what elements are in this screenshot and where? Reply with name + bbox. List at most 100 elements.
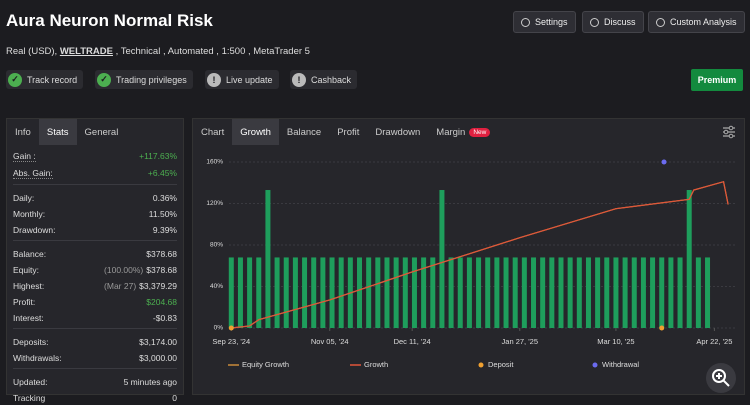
stat-label: Balance: [13,249,47,259]
badge-label: Track record [27,74,78,85]
tab[interactable]: Drawdown [375,126,421,138]
stat-note: (Mar 27) [104,281,137,291]
stat-number: 5 minutes ago [123,377,177,387]
separator [13,328,177,329]
bar [237,257,243,328]
badge: ✓ Trading privileges [95,70,193,89]
separator [13,240,177,241]
bar [311,257,317,328]
broker-link[interactable]: WELTRADE [59,46,113,57]
tab[interactable]: General [84,126,119,138]
bar [457,257,463,328]
stat-number: 0 [172,393,177,403]
stat-value: $3,000.00 [139,353,177,363]
title: Aura Neuron Normal Risk [6,11,213,30]
stat-value: $204.68 [146,297,177,307]
custom-analysis-button[interactable]: Custom Analysis [648,11,745,33]
bar [585,257,591,328]
bar [567,257,573,328]
settings-button[interactable]: Settings [513,11,576,33]
zoom-button[interactable] [706,363,736,393]
chart: 0% 40% 80% 120% 160% Sep 23, '24 Nov 05, '24 De… [206,159,735,369]
bar [256,257,262,328]
legend-label: Equity Growth [242,360,289,369]
stat-label: Daily: [13,193,35,203]
discuss-button[interactable]: Discuss [582,11,644,33]
tabs: Info Stats General [7,119,126,145]
y-tick-label: 40% [210,283,223,290]
bar [338,257,344,328]
bar [668,257,674,328]
tab[interactable]: Profit [337,126,360,138]
stat-row: Gain : +117.63% [13,151,177,162]
bar [485,257,491,328]
x-tick-label: Jan 27, '25 [502,337,538,346]
premium-button[interactable]: Premium [691,69,743,91]
bar [357,257,363,328]
bar [659,257,665,328]
bar [292,257,298,328]
stat-number: $3,000.00 [139,353,177,363]
stat-label: Updated: [13,377,48,387]
button-label: Custom Analysis [670,17,737,27]
stat-label: Highest: [13,281,45,291]
subtitle: Real (USD), WELTRADE , Technical , Autom… [6,46,310,57]
stat-label: Abs. Gain: [13,168,53,179]
tab[interactable]: Chart [201,126,225,138]
badge: ✓ Track record [6,70,84,89]
stat-value: $378.68 [146,249,177,259]
subtitle-text: , Technical , Automated , 1:500 , MetaTr… [115,46,310,57]
stat-number: 11.50% [148,209,177,219]
tab[interactable]: Growth [232,119,279,145]
bar [430,257,436,328]
legend-swatch [592,362,598,368]
tab[interactable]: Stats [38,119,77,145]
chart-panel: Chart Growth Balance Profit Drawdown Margin Ne… [192,118,745,395]
filter-icon[interactable] [722,125,736,139]
badge-label: Trading privileges [116,74,187,85]
stat-row: Drawdown: 9.39% [13,225,177,235]
tab[interactable]: Margin New [428,119,498,145]
stat-label: Equity: [13,265,39,275]
tab[interactable]: Balance [286,126,322,138]
bar [531,257,537,328]
button-label: Discuss [604,17,636,27]
x-tick-label: Mar 10, '25 [597,337,634,346]
legend-label: Withdrawal [602,360,639,369]
badge: ! Live update [205,70,279,89]
point [661,159,667,165]
stat-value: -$0.83 [153,313,177,323]
point [659,325,665,331]
bar [540,257,546,328]
stat-row: Abs. Gain: +6.45% [13,168,177,179]
bar [622,257,628,328]
x-tick-label: Nov 05, '24 [311,337,349,346]
stat-number: $378.68 [146,249,177,259]
badge-label: Cashback [311,74,352,85]
bar [558,257,564,328]
bar [549,257,555,328]
bar [421,257,427,328]
bar [320,257,326,328]
subtitle-text: Real (USD), [6,46,58,57]
bar [366,257,372,328]
stat-number: 0.36% [152,193,177,203]
stat-row: Balance: $378.68 [13,249,177,259]
stat-row: Equity: (100.00%) $378.68 [13,265,177,275]
bar [512,257,518,328]
x-tick-label: Sep 23, '24 [212,337,250,346]
stat-label: Gain : [13,151,36,162]
stat-value: 5 minutes ago [124,377,177,387]
stat-row: Updated: 5 minutes ago [13,377,177,387]
stat-number: +6.45% [147,168,177,178]
bar [228,257,234,328]
x-tick-label: Dec 11, '24 [394,337,431,346]
stat-label: Withdrawals: [13,353,62,363]
tabs: Chart Growth Balance Profit Drawdown Margin Ne… [193,119,498,145]
tab[interactable]: Info [15,126,31,138]
stat-number: $3,379.29 [139,281,177,291]
bar [466,257,472,328]
separator [13,184,177,185]
stat-row: Interest: -$0.83 [13,313,177,323]
bar [686,190,692,328]
